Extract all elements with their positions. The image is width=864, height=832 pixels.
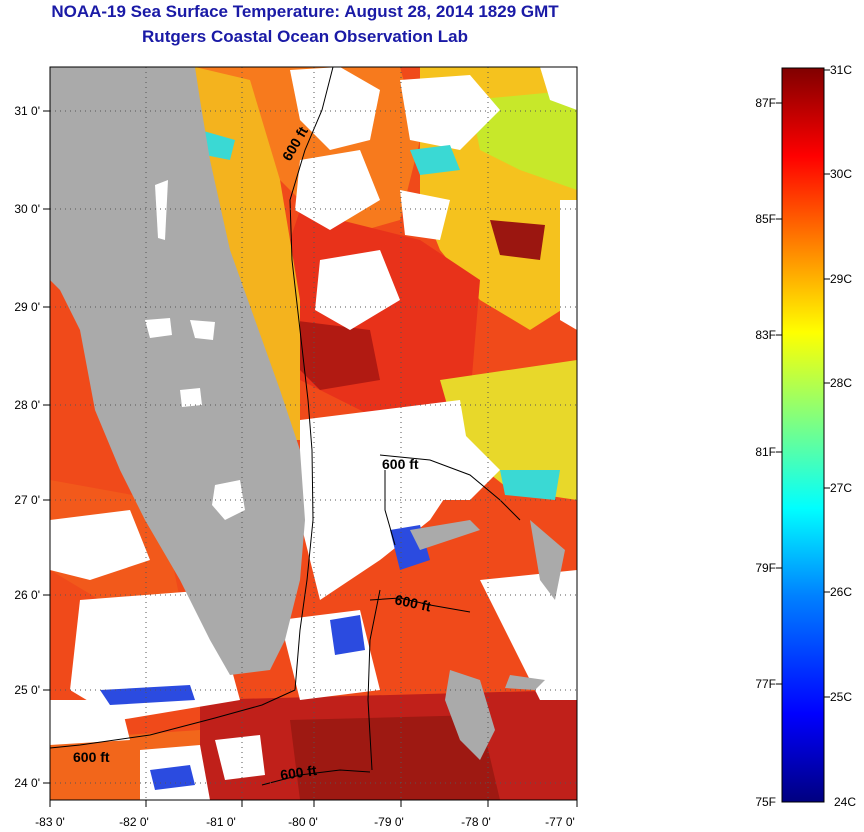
isobath-600ft-bahama-bank-mid xyxy=(384,470,396,546)
cb-label-c26: 26C xyxy=(830,585,852,599)
lat-label-24: 24 0' xyxy=(14,776,40,790)
longitude-labels: -83 0' -82 0' -81 0' -80 0' -79 0' -78 0… xyxy=(35,815,575,829)
cb-label-c30: 30C xyxy=(830,167,852,181)
lon-label-80: -80 0' xyxy=(288,815,318,829)
sst-patch-darkred-ne xyxy=(490,220,545,260)
cool-fringe-north-1 xyxy=(410,145,460,175)
lon-label-82: -82 0' xyxy=(119,815,149,829)
map-gridlines xyxy=(50,67,577,800)
lat-label-27: 27 0' xyxy=(14,493,40,507)
cb-label-f85: 85F xyxy=(755,212,776,226)
latitude-labels: 31 0' 30 0' 29 0' 28 0' 27 0' 26 0' 25 0… xyxy=(14,104,40,790)
sst-patch-yellow-coastal xyxy=(195,67,300,440)
isobath-label-south: 600 ft xyxy=(279,762,318,783)
florida-peninsula xyxy=(50,67,305,675)
cb-label-f77: 77F xyxy=(755,677,776,691)
isobath-lines xyxy=(49,66,521,786)
cloud-area-mid-1 xyxy=(295,150,380,230)
cold-fringe-south-1 xyxy=(100,685,195,705)
cb-label-c27: 27C xyxy=(830,481,852,495)
lat-label-28: 28 0' xyxy=(14,398,40,412)
cold-fringe-south-3 xyxy=(330,615,365,655)
bahamas-grand-bahama xyxy=(410,520,480,550)
cb-label-f83: 83F xyxy=(755,328,776,342)
colorbar-fahrenheit-labels: 87F 85F 83F 81F 79F 77F 75F xyxy=(755,96,776,809)
cloud-area-mid-4 xyxy=(560,200,577,330)
sst-patch-green-northeast xyxy=(470,90,577,190)
cb-label-f79: 79F xyxy=(755,561,776,575)
sst-patch-darkred-south xyxy=(290,715,500,800)
isobath-600ft-east-coast xyxy=(49,66,334,749)
inland-spot-2 xyxy=(190,320,215,340)
colorbar-ticks xyxy=(776,69,830,698)
inland-spot-1 xyxy=(145,318,172,338)
isobath-label-mid: 600 ft xyxy=(393,591,432,614)
cb-label-c25: 25C xyxy=(830,690,852,704)
cloud-area-gulf-2 xyxy=(70,590,240,720)
lat-label-29: 29 0' xyxy=(14,300,40,314)
cloud-area-southeast xyxy=(480,570,577,700)
land xyxy=(50,67,565,760)
cold-fringe-south-4 xyxy=(150,765,195,790)
lon-label-81: -81 0' xyxy=(206,815,236,829)
isobath-label-southwest: 600 ft xyxy=(73,749,110,765)
bahamas-andros-island xyxy=(445,670,495,760)
isobath-600ft-south-channel xyxy=(367,589,381,771)
inland-spot-3 xyxy=(180,388,202,407)
isobath-label-bahama-bank: 600 ft xyxy=(382,456,419,472)
cb-label-c31: 31C xyxy=(830,63,852,77)
cb-label-c28: 28C xyxy=(830,376,852,390)
lon-label-83: -83 0' xyxy=(35,815,65,829)
cloud-area-mid-3 xyxy=(400,190,450,240)
lon-label-77: -77 0' xyxy=(545,815,575,829)
cloud-area-north-1 xyxy=(290,67,380,150)
cloud-area-north-3 xyxy=(540,67,577,110)
lake-okeechobee xyxy=(212,480,245,520)
colorbar-gradient xyxy=(781,67,825,803)
lat-label-31: 31 0' xyxy=(14,104,40,118)
isobath-600ft-florida-straits xyxy=(261,769,371,786)
isobath-labels: 600 ft 600 ft 600 ft 600 ft 600 ft xyxy=(73,124,433,783)
map-subtitle: Rutgers Coastal Ocean Observation Lab xyxy=(142,27,468,46)
cb-label-c29: 29C xyxy=(830,272,852,286)
cb-label-f87: 87F xyxy=(755,96,776,110)
cloud-area-gulf-3 xyxy=(50,700,130,745)
cloud-area-gulf-1 xyxy=(50,510,150,580)
lon-label-78: -78 0' xyxy=(461,815,491,829)
cb-label-c24: 24C xyxy=(834,795,856,809)
lat-label-26: 26 0' xyxy=(14,588,40,602)
colorbar: 31C 30C 29C 28C 27C 26C 25C 24C 87F 85F … xyxy=(755,63,856,809)
cloud-area-south-2 xyxy=(215,735,265,780)
colorbar-celsius-labels: 31C 30C 29C 28C 27C 26C 25C 24C xyxy=(830,63,856,809)
map-title: NOAA-19 Sea Surface Temperature: August … xyxy=(51,2,559,21)
cb-label-f75: 75F xyxy=(755,795,776,809)
cloud-area-central-east xyxy=(380,430,500,500)
cloud-area-north-2 xyxy=(400,75,500,150)
bahamas-abaco xyxy=(530,520,565,600)
cloud-area-mid-2 xyxy=(315,250,400,330)
isobath-600ft-bahama-bank-north xyxy=(379,454,521,521)
map-tick-marks xyxy=(43,110,578,807)
isobath-600ft-bahama-bank-south xyxy=(369,597,471,613)
cold-fringes xyxy=(100,525,430,790)
lon-label-79: -79 0' xyxy=(374,815,404,829)
sst-patch-darkred-central xyxy=(290,320,380,390)
inland-cloud-spots xyxy=(145,180,245,520)
cb-label-f81: 81F xyxy=(755,445,776,459)
cool-fringe-east xyxy=(500,470,560,500)
lat-label-25: 25 0' xyxy=(14,683,40,697)
sst-patch-yellowgreen-east xyxy=(440,360,577,500)
lat-label-30: 30 0' xyxy=(14,202,40,216)
bahamas-small-island xyxy=(505,675,545,690)
inland-spot-4 xyxy=(155,180,168,240)
